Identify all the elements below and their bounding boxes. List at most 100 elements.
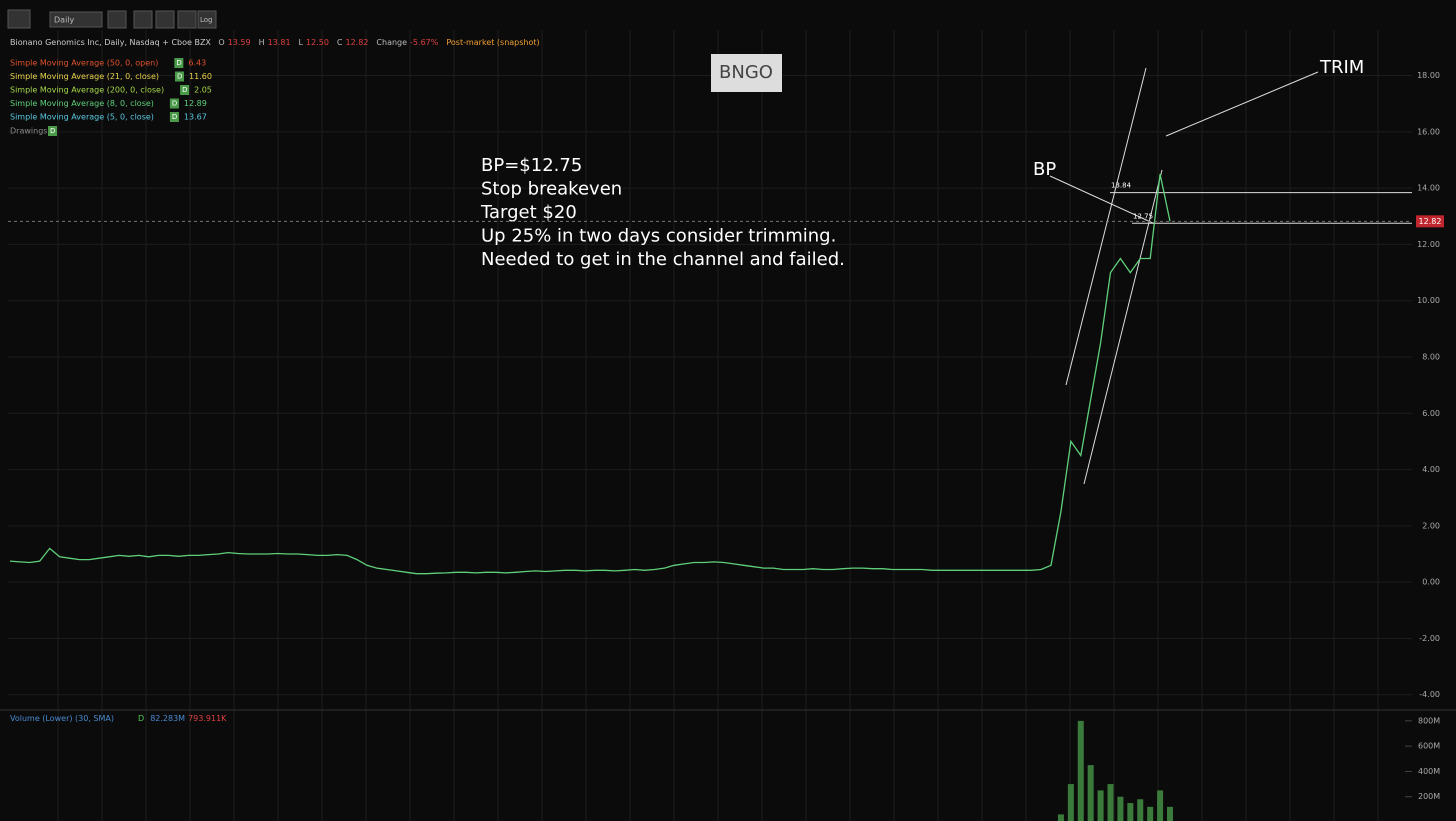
channel-line: [1083, 169, 1163, 485]
price-line: [9, 173, 1171, 575]
badge-label: D: [172, 100, 177, 108]
volume-bar: [1057, 814, 1064, 821]
text-span: Bionano Genomics Inc, Daily, Nasdaq + Cb…: [10, 38, 211, 47]
indicator-name: Simple Moving Average (5, 0, close): [10, 113, 154, 122]
y-tick-label: 8.00: [1422, 353, 1440, 362]
indicator-name: Simple Moving Average (8, 0, close): [10, 99, 154, 108]
indicator-name: Simple Moving Average (21, 0, close): [10, 72, 159, 81]
badge-label: D: [50, 127, 55, 135]
symbol-box: [711, 54, 782, 92]
badge: [174, 58, 184, 68]
text-span: H: [259, 38, 265, 47]
interval-label: Daily: [54, 16, 75, 25]
y-tick-label: -2.00: [1419, 634, 1440, 643]
badge-label: D: [177, 73, 182, 81]
tool-button[interactable]: [133, 10, 153, 29]
drawing-button[interactable]: [177, 10, 197, 29]
indicator-value: 12.89: [184, 99, 207, 108]
text-span: D: [138, 714, 144, 723]
volume-header: Volume (Lower) (30, SMA) D 82.283M 793.911K: [10, 714, 227, 723]
text-span: 13.81: [268, 38, 291, 47]
y-tick-label: 14.00: [1417, 184, 1440, 193]
arrows: [1049, 67, 1319, 485]
chart-type-button[interactable]: [7, 9, 31, 29]
badge: [169, 98, 179, 109]
text-span: 12.50: [306, 38, 329, 47]
text-span: 13.59: [228, 38, 251, 47]
clock-button[interactable]: [155, 10, 175, 29]
log-label: Log: [200, 16, 213, 24]
badge: [175, 71, 184, 82]
trim-label: TRIM: [1319, 57, 1364, 78]
y-tick-label: 12.00: [1417, 240, 1440, 249]
volume-bar: [1067, 784, 1074, 821]
volume-bar: [1167, 806, 1173, 821]
bp-arrow: [1049, 175, 1156, 225]
level-label: 13.84: [1111, 182, 1132, 190]
note-line: Up 25% in two days consider trimming.: [481, 226, 836, 247]
text-span: -5.67%: [410, 38, 439, 47]
level-label: 12.75: [1133, 212, 1153, 220]
volume-bar: [1127, 803, 1134, 821]
badge-label: D: [176, 59, 181, 67]
note-line: Stop breakeven: [481, 179, 622, 200]
volume-bar: [1117, 796, 1124, 821]
badge-label: D: [172, 113, 177, 121]
indicator-value: 2.05: [194, 86, 212, 95]
y-tick-label: 6.00: [1422, 409, 1440, 418]
badge: [180, 85, 190, 95]
note-line: Needed to get in the channel and failed.: [481, 249, 845, 270]
last-price-badge: [1416, 215, 1444, 228]
text-span: L: [299, 38, 304, 47]
volume-bar: [1157, 790, 1164, 821]
channel-line: [1065, 67, 1147, 386]
last-price-label: 12.82: [1419, 217, 1442, 226]
volume-tick-label: 200M: [1418, 792, 1440, 801]
indicator-name: Simple Moving Average (50, 0, open): [10, 59, 158, 68]
text-span: 12.82: [346, 38, 369, 47]
indicator-name: Simple Moving Average (200, 0, close): [10, 86, 164, 95]
note-line: BP=$12.75: [481, 155, 582, 176]
text-span: Volume (Lower) (30, SMA): [10, 714, 114, 723]
header: Bionano Genomics Inc, Daily, Nasdaq + Cb…: [10, 38, 540, 47]
volume-bar: [1147, 806, 1154, 821]
volume-tick-label: 800M: [1418, 716, 1440, 725]
symbol: BNGO: [719, 62, 773, 83]
drawings-label: Drawings: [10, 127, 47, 136]
settings-button[interactable]: [107, 10, 127, 29]
text-span: O: [218, 38, 224, 47]
volume-tick-label: 400M: [1418, 767, 1440, 776]
text-span: Post-market (snapshot): [446, 38, 539, 47]
grid: [8, 30, 1412, 821]
text-span: 82.283M: [150, 714, 185, 723]
interval-select[interactable]: [49, 11, 103, 28]
text-span: 793.911K: [188, 714, 227, 723]
badge-label: D: [182, 86, 187, 94]
y-tick-label: -4.00: [1419, 690, 1440, 699]
indicator-value: 6.43: [188, 59, 206, 68]
volume-bar: [1077, 720, 1084, 821]
volume-tick-label: 600M: [1418, 742, 1440, 751]
indicator-value: 13.67: [184, 113, 207, 122]
badge: [48, 126, 57, 136]
volume-bar: [1107, 784, 1114, 821]
y-tick-label: 16.00: [1417, 127, 1440, 136]
volume-bar: [1087, 765, 1094, 821]
note-line: Target $20: [480, 202, 577, 223]
badge: [169, 112, 179, 122]
y-tick-label: 10.00: [1417, 296, 1440, 305]
trim-arrow: [1165, 71, 1319, 137]
y-tick-label: 0.00: [1422, 578, 1440, 587]
y-tick-label: 2.00: [1422, 521, 1440, 530]
volume-bar: [1097, 790, 1104, 821]
log-button[interactable]: [197, 10, 217, 29]
text-span: C: [337, 38, 343, 47]
indicator-value: 11.60: [189, 72, 212, 81]
y-tick-label: 18.00: [1417, 71, 1440, 80]
volume-bar: [1137, 799, 1144, 821]
text-span: Change: [376, 38, 407, 47]
bp-label: BP: [1033, 159, 1056, 180]
